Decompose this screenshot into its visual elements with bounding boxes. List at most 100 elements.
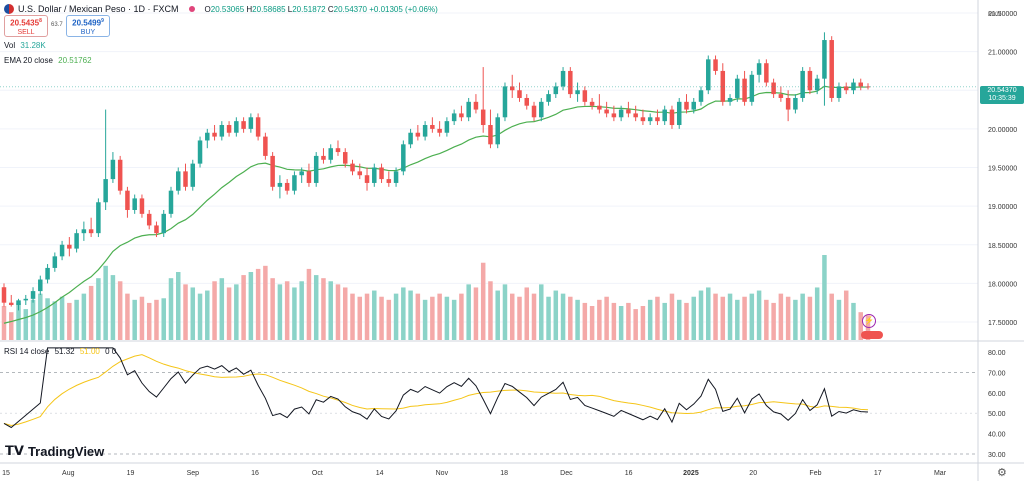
candle-body[interactable] [321, 155, 326, 160]
candle-body[interactable] [197, 140, 203, 164]
candle-body[interactable] [618, 109, 624, 118]
candle-body[interactable] [843, 86, 849, 91]
candle-body[interactable] [372, 167, 377, 183]
candle-body[interactable] [270, 155, 275, 187]
candle-body[interactable] [444, 121, 450, 133]
candle-body[interactable] [531, 105, 537, 118]
candle-body[interactable] [706, 59, 711, 91]
candle-body[interactable] [742, 78, 747, 102]
candle-body[interactable] [52, 256, 58, 268]
candle-body[interactable] [793, 97, 798, 110]
candle-body[interactable] [814, 78, 820, 91]
candle-body[interactable] [401, 144, 406, 172]
candle-body[interactable] [633, 113, 638, 118]
candle-body[interactable] [263, 136, 268, 156]
candle-body[interactable] [459, 113, 464, 118]
symbol-title[interactable]: U.S. Dollar / Mexican Peso · 1D · FXCM [18, 4, 179, 14]
candle-body[interactable] [422, 125, 428, 137]
candle-body[interactable] [473, 101, 479, 110]
candle-body[interactable] [212, 132, 217, 137]
candle-body[interactable] [560, 70, 566, 87]
candle-body[interactable] [597, 105, 602, 110]
candle-body[interactable] [117, 159, 123, 191]
volume-legend[interactable]: Vol 31.28K [4, 41, 46, 50]
candle-body[interactable] [183, 171, 188, 187]
candle-body[interactable] [219, 125, 225, 137]
candle-body[interactable] [800, 70, 805, 98]
settings-gear-icon[interactable]: ⚙ [997, 467, 1007, 479]
candle-body[interactable] [858, 82, 863, 87]
candle-body[interactable] [575, 90, 580, 95]
candle-body[interactable] [408, 132, 413, 145]
candle-body[interactable] [480, 109, 486, 126]
candle-body[interactable] [103, 179, 108, 203]
candle-body[interactable] [829, 40, 834, 98]
candle-body[interactable] [364, 175, 370, 183]
tradingview-logo[interactable]: 𝗧𝗩 TradingView [5, 443, 104, 459]
candle-body[interactable] [59, 244, 65, 257]
candle-body[interactable] [430, 125, 435, 129]
candle-body[interactable] [81, 229, 87, 234]
candle-body[interactable] [132, 198, 137, 210]
candle-body[interactable] [546, 94, 551, 102]
candle-body[interactable] [713, 59, 718, 71]
rsi-legend[interactable]: RSI 14 close 51.32 51.00 0 0 [4, 347, 116, 356]
candle-body[interactable] [255, 117, 261, 137]
buy-button[interactable]: 20.54999 BUY [66, 15, 110, 37]
candle-body[interactable] [23, 298, 29, 301]
candle-body[interactable] [205, 132, 210, 141]
events-icon[interactable] [861, 331, 883, 339]
candle-body[interactable] [1, 287, 7, 303]
sell-button[interactable]: 20.54358 SELL [4, 15, 48, 37]
candle-body[interactable] [226, 125, 232, 133]
candle-body[interactable] [328, 148, 333, 160]
candle-body[interactable] [698, 90, 704, 102]
candle-body[interactable] [313, 155, 319, 183]
candle-body[interactable] [168, 190, 174, 214]
candle-body[interactable] [626, 109, 631, 114]
candle-body[interactable] [524, 97, 530, 106]
candle-body[interactable] [30, 291, 36, 299]
candle-body[interactable] [662, 109, 667, 122]
candle-body[interactable] [822, 40, 827, 79]
candle-body[interactable] [807, 70, 813, 91]
candle-body[interactable] [357, 171, 363, 176]
candle-body[interactable] [582, 90, 588, 102]
candle-body[interactable] [139, 198, 145, 214]
alert-icon[interactable]: ⚡ [862, 314, 876, 328]
candle-body[interactable] [785, 97, 791, 110]
candle-body[interactable] [350, 163, 355, 172]
candle-body[interactable] [292, 175, 297, 191]
candle-body[interactable] [764, 63, 769, 83]
candle-body[interactable] [735, 78, 740, 98]
candle-body[interactable] [604, 109, 609, 114]
candle-body[interactable] [125, 190, 130, 210]
candle-body[interactable] [669, 109, 675, 126]
candle-body[interactable] [437, 128, 442, 133]
candle-body[interactable] [539, 101, 544, 118]
candle-body[interactable] [299, 171, 304, 176]
candle-body[interactable] [756, 63, 762, 75]
candle-body[interactable] [393, 171, 399, 183]
candle-body[interactable] [655, 117, 660, 122]
ema-legend[interactable]: EMA 20 close 20.51762 [4, 56, 92, 65]
candle-body[interactable] [502, 86, 508, 118]
candle-body[interactable] [161, 213, 166, 234]
candle-body[interactable] [553, 86, 559, 95]
candle-body[interactable] [342, 152, 348, 164]
candle-body[interactable] [749, 74, 755, 102]
candle-body[interactable] [241, 121, 246, 129]
candle-body[interactable] [386, 179, 392, 183]
candle-body[interactable] [284, 182, 290, 191]
candle-body[interactable] [568, 70, 573, 95]
candle-body[interactable] [45, 267, 50, 280]
candle-body[interactable] [647, 117, 653, 122]
candle-body[interactable] [851, 82, 856, 91]
candle-body[interactable] [234, 121, 239, 133]
candle-body[interactable] [509, 86, 515, 91]
candle-body[interactable] [190, 163, 196, 187]
candle-body[interactable] [640, 117, 646, 122]
candle-body[interactable] [154, 225, 159, 234]
candle-body[interactable] [771, 82, 776, 95]
